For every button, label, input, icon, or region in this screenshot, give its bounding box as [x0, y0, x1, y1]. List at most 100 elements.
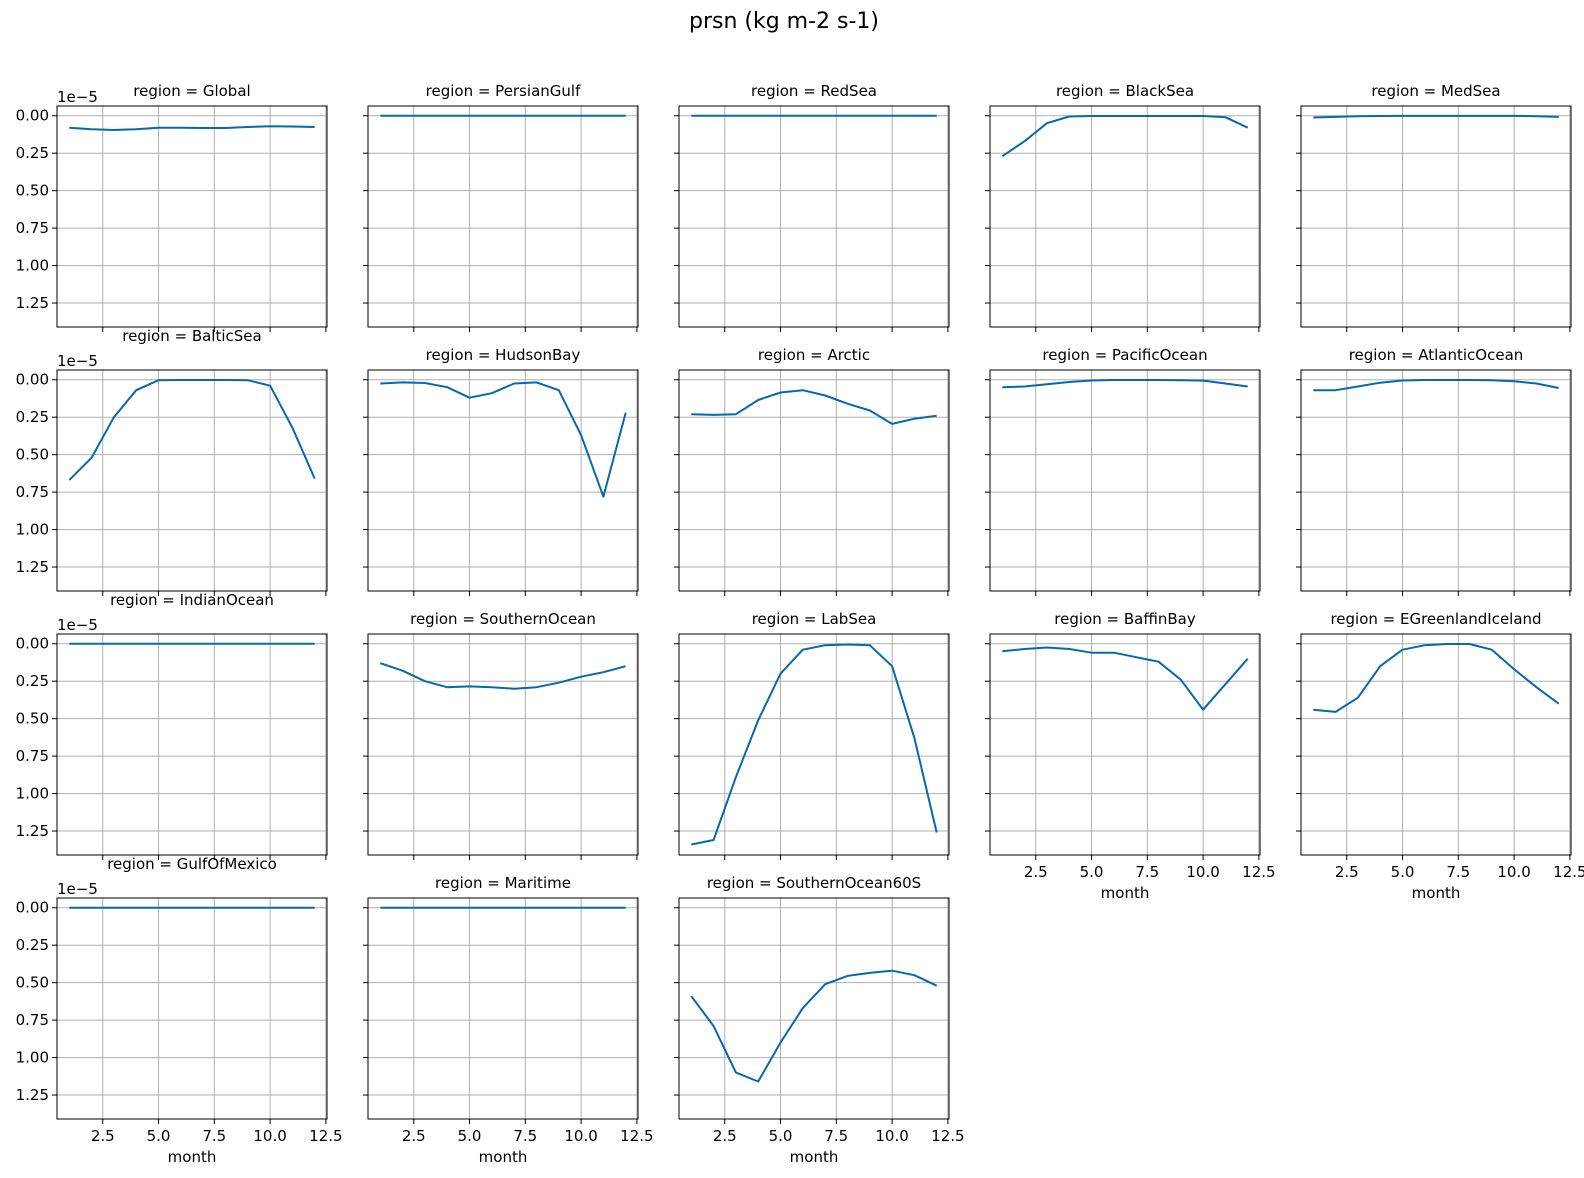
y-tick-label: 0.25 — [16, 936, 49, 954]
y-tick-label: 1.00 — [16, 521, 49, 539]
axes-frame — [367, 633, 639, 856]
x-tick-label: 10.0 — [875, 1127, 908, 1145]
panel: 2.5 5.0 7.5 10.0 12.5 month region = Maritime — [363, 874, 654, 1166]
x-tick-label: 5.0 — [1391, 863, 1415, 881]
y-tick-label: 0.75 — [16, 483, 49, 501]
axes-frame — [1300, 105, 1572, 328]
x-tick-label: 12.5 — [1242, 863, 1275, 881]
y-tick-label: 0.25 — [16, 408, 49, 426]
panel: region = MedSea — [1296, 82, 1572, 332]
x-tick-label: 10.0 — [1497, 863, 1530, 881]
panel-title: region = LabSea — [752, 610, 877, 628]
panel-title: region = Arctic — [758, 346, 870, 364]
y-offset-label: 1e−5 — [57, 352, 98, 370]
panel: 0.00 0.25 0.50 0.75 1.00 1.25 1e−5 region = Bal… — [16, 327, 328, 596]
x-tick-label: 7.5 — [1135, 863, 1159, 881]
series-line — [690, 969, 938, 1083]
axes-frame — [56, 369, 328, 592]
x-tick-label: 10.0 — [564, 1127, 597, 1145]
figure-title: prsn (kg m-2 s-1) — [689, 9, 879, 34]
series-line — [1001, 115, 1249, 158]
y-tick-label: 0.50 — [16, 182, 49, 200]
axes-frame — [1300, 369, 1572, 592]
axes-frame — [989, 369, 1261, 592]
x-axis-label: month — [1101, 884, 1150, 902]
panel: region = BlackSea — [985, 82, 1261, 332]
y-tick-label: 1.00 — [16, 1049, 49, 1067]
panel-title: region = AtlanticOcean — [1349, 346, 1524, 364]
panel-title: region = EGreenlandIceland — [1330, 610, 1541, 628]
x-tick-label: 7.5 — [824, 1127, 848, 1145]
y-tick-label: 1.25 — [16, 294, 49, 312]
series-line — [380, 381, 627, 498]
y-tick-label: 0.50 — [16, 710, 49, 728]
panel: region = AtlanticOcean — [1296, 346, 1572, 596]
x-axis-label: month — [1412, 884, 1461, 902]
axes-frame — [678, 105, 950, 328]
y-tick-label: 0.00 — [16, 635, 49, 653]
axes-frame — [678, 633, 950, 856]
panel-title: region = GulfOfMexico — [107, 855, 277, 873]
x-axis-label: month — [168, 1148, 217, 1166]
axes-frame — [367, 897, 639, 1120]
x-axis-label: month — [479, 1148, 528, 1166]
panel: region = HudsonBay — [363, 346, 639, 596]
axes-frame — [367, 105, 639, 328]
panel: region = Arctic — [674, 346, 950, 596]
series-line — [379, 662, 626, 690]
y-tick-label: 0.75 — [16, 747, 49, 765]
panel: region = LabSea — [674, 610, 950, 860]
y-tick-label: 0.75 — [16, 1011, 49, 1029]
series-line — [1002, 379, 1248, 389]
x-tick-label: 10.0 — [253, 1127, 286, 1145]
x-tick-label: 12.5 — [309, 1127, 342, 1145]
y-tick-label: 0.00 — [16, 107, 49, 125]
x-tick-label: 5.0 — [769, 1127, 793, 1145]
panel-title: region = Maritime — [435, 874, 571, 892]
x-axis-label: month — [790, 1148, 839, 1166]
x-tick-label: 2.5 — [402, 1127, 426, 1145]
panel-title: region = PacificOcean — [1042, 346, 1207, 364]
panel-title: region = BalticSea — [122, 327, 261, 345]
axes-frame — [989, 633, 1261, 856]
series-line — [1313, 643, 1560, 713]
panel-title: region = PersianGulf — [426, 82, 581, 100]
x-tick-label: 5.0 — [1080, 863, 1104, 881]
axes-frame — [367, 369, 639, 592]
panel-title: region = Global — [133, 82, 250, 100]
x-tick-label: 2.5 — [1335, 863, 1359, 881]
panel-title: region = HudsonBay — [426, 346, 581, 364]
y-tick-label: 1.00 — [16, 257, 49, 275]
axes-frame — [56, 633, 328, 856]
y-tick-label: 0.50 — [16, 974, 49, 992]
series-line — [68, 379, 316, 481]
x-tick-label: 7.5 — [1446, 863, 1470, 881]
series-line — [69, 125, 315, 131]
x-tick-label: 12.5 — [1553, 863, 1584, 881]
panel: 0.00 0.25 0.50 0.75 1.00 1.25 1e−5 region = Ind… — [16, 591, 328, 860]
y-offset-label: 1e−5 — [57, 616, 98, 634]
panel: 2.5 5.0 7.5 10.0 12.5 month region = EGreenlan… — [1296, 610, 1584, 902]
panel-title: region = BlackSea — [1056, 82, 1194, 100]
series-line — [691, 643, 938, 846]
series-line — [1313, 379, 1559, 392]
y-tick-label: 1.25 — [16, 1086, 49, 1104]
panel-title: region = SouthernOcean — [410, 610, 596, 628]
x-tick-label: 12.5 — [620, 1127, 653, 1145]
panel-title: region = BaffinBay — [1054, 610, 1196, 628]
y-tick-label: 0.25 — [16, 672, 49, 690]
panel: region = PacificOcean — [985, 346, 1261, 596]
y-offset-label: 1e−5 — [57, 88, 98, 106]
series-line — [1313, 114, 1559, 119]
axes-frame — [56, 897, 328, 1120]
x-tick-label: 10.0 — [1186, 863, 1219, 881]
panel-title: region = MedSea — [1371, 82, 1500, 100]
axes-frame — [989, 105, 1261, 328]
y-tick-label: 0.00 — [16, 899, 49, 917]
x-tick-label: 12.5 — [931, 1127, 964, 1145]
panel: region = SouthernOcean — [363, 610, 639, 860]
panel-title: region = IndianOcean — [110, 591, 274, 609]
y-tick-label: 0.50 — [16, 446, 49, 464]
panel: region = RedSea — [674, 82, 950, 332]
